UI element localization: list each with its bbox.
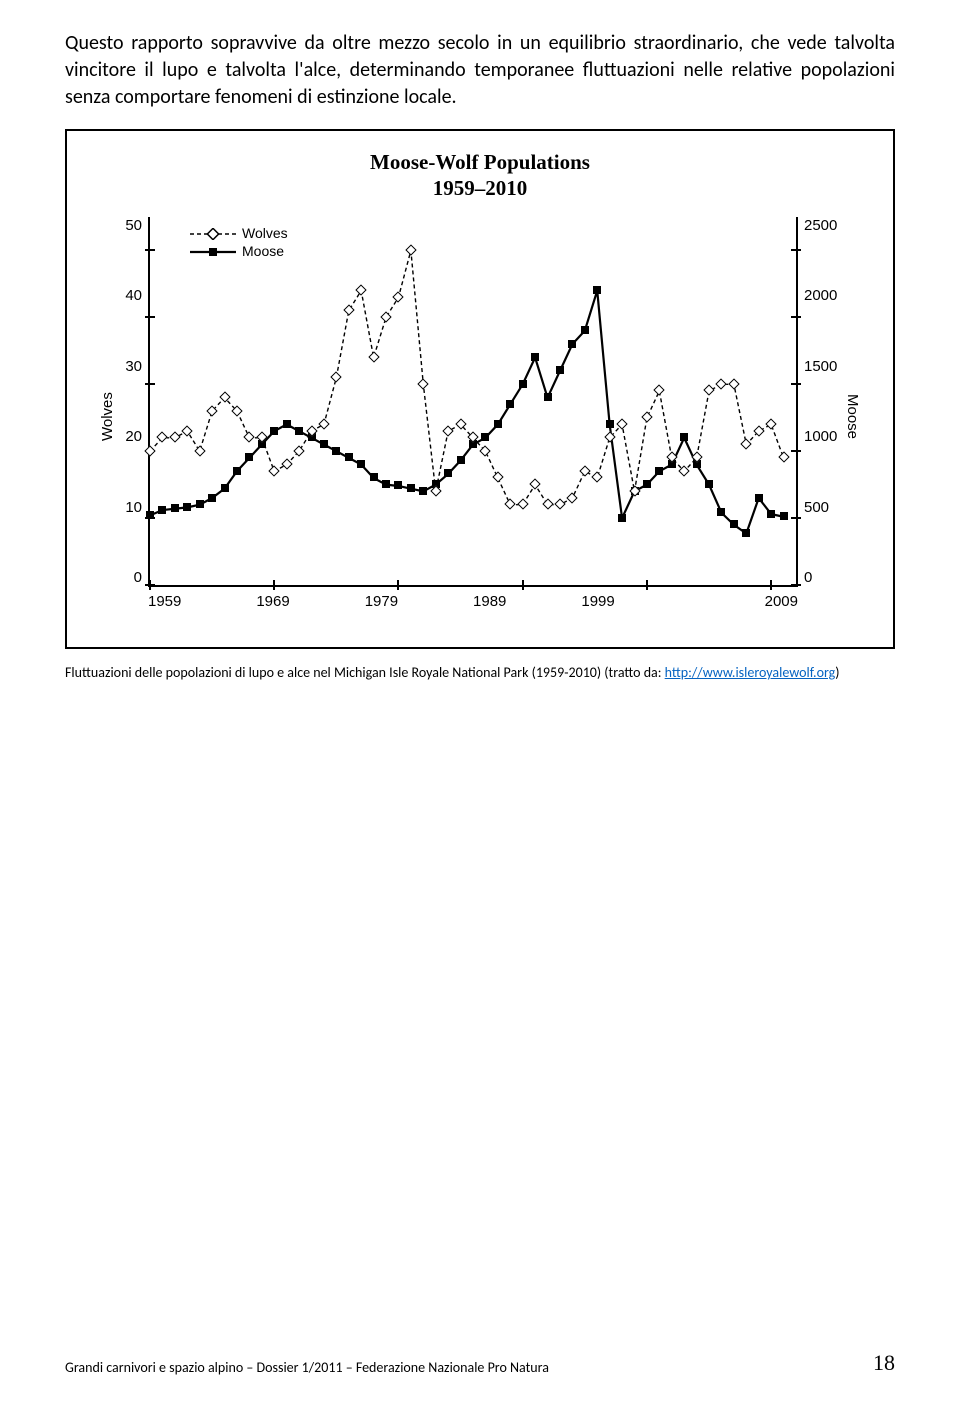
y-tick-right: 1500	[804, 358, 842, 375]
x-tick: 1969	[256, 593, 364, 617]
x-tick: 1979	[365, 593, 473, 617]
y-tick-right: 2500	[804, 217, 842, 234]
footer-text: Grandi carnivori e spazio alpino – Dossi…	[65, 1359, 549, 1376]
chart-body: Wolves 50 40 30 20 10 0 Wolves Moose	[97, 217, 863, 617]
y-tick-left: 20	[118, 428, 142, 445]
body-paragraph: Questo rapporto sopravvive da oltre mezz…	[65, 30, 895, 111]
plot-area: Wolves Moose	[148, 217, 798, 587]
x-tick: 1999	[581, 593, 689, 617]
y-tick-left: 40	[118, 287, 142, 304]
y-tick-right: 0	[804, 569, 842, 586]
caption-text: Fluttuazioni delle popolazioni di lupo e…	[65, 664, 665, 681]
chart-title-line1: Moose-Wolf Populations	[370, 150, 590, 174]
page-number: 18	[873, 1350, 895, 1376]
chart-title: Moose-Wolf Populations 1959–2010	[97, 149, 863, 202]
y-tick-right: 500	[804, 499, 842, 516]
y-tick-left: 50	[118, 217, 142, 234]
y-tick-left: 0	[118, 569, 142, 586]
caption-link[interactable]: http://www.isleroyalewolf.org	[665, 664, 836, 681]
x-tick: 2009	[690, 593, 798, 617]
plot-column: Wolves Moose 195919691979198919992009	[148, 217, 798, 617]
caption-text-suffix: )	[835, 664, 839, 681]
y-tick-right: 2000	[804, 287, 842, 304]
x-tick: 1989	[473, 593, 581, 617]
y-axis-label-moose: Moose	[842, 217, 863, 617]
x-tick: 1959	[148, 593, 256, 617]
page-footer: Grandi carnivori e spazio alpino – Dossi…	[65, 1350, 895, 1376]
x-ticks: 195919691979198919992009	[148, 587, 798, 617]
y-tick-right: 1000	[804, 428, 842, 445]
chart-title-line2: 1959–2010	[433, 176, 528, 200]
moose-wolf-chart: Moose-Wolf Populations 1959–2010 Wolves …	[65, 129, 895, 649]
chart-caption: Fluttuazioni delle popolazioni di lupo e…	[65, 663, 895, 683]
y-ticks-right: 2500 2000 1500 1000 500 0	[798, 217, 842, 617]
y-tick-left: 10	[118, 499, 142, 516]
y-axis-label-wolves: Wolves	[97, 217, 118, 617]
series-line	[150, 217, 796, 585]
y-tick-left: 30	[118, 358, 142, 375]
y-ticks-left: 50 40 30 20 10 0	[118, 217, 148, 617]
